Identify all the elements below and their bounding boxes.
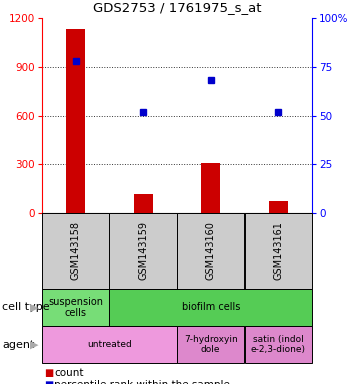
Text: ▶: ▶ — [29, 303, 38, 313]
Bar — [269, 201, 288, 213]
Text: cell type: cell type — [2, 303, 50, 313]
Text: ■: ■ — [44, 380, 53, 384]
Text: satin (indol
e-2,3-dione): satin (indol e-2,3-dione) — [251, 335, 306, 354]
Bar — [66, 29, 85, 213]
Text: percentile rank within the sample: percentile rank within the sample — [54, 380, 230, 384]
Bar — [201, 163, 220, 213]
Bar — [134, 194, 153, 213]
Text: biofilm cells: biofilm cells — [182, 303, 240, 313]
Text: ▶: ▶ — [29, 339, 38, 349]
Text: agent: agent — [2, 339, 34, 349]
Text: 7-hydroxyin
dole: 7-hydroxyin dole — [184, 335, 238, 354]
Text: ■: ■ — [44, 368, 53, 378]
Title: GDS2753 / 1761975_s_at: GDS2753 / 1761975_s_at — [93, 1, 261, 14]
Text: GSM143159: GSM143159 — [138, 222, 148, 280]
Text: GSM143160: GSM143160 — [206, 222, 216, 280]
Text: suspension
cells: suspension cells — [48, 297, 103, 318]
Text: count: count — [54, 368, 84, 378]
Text: GSM143161: GSM143161 — [273, 222, 283, 280]
Text: GSM143158: GSM143158 — [71, 222, 81, 280]
Text: untreated: untreated — [87, 340, 132, 349]
